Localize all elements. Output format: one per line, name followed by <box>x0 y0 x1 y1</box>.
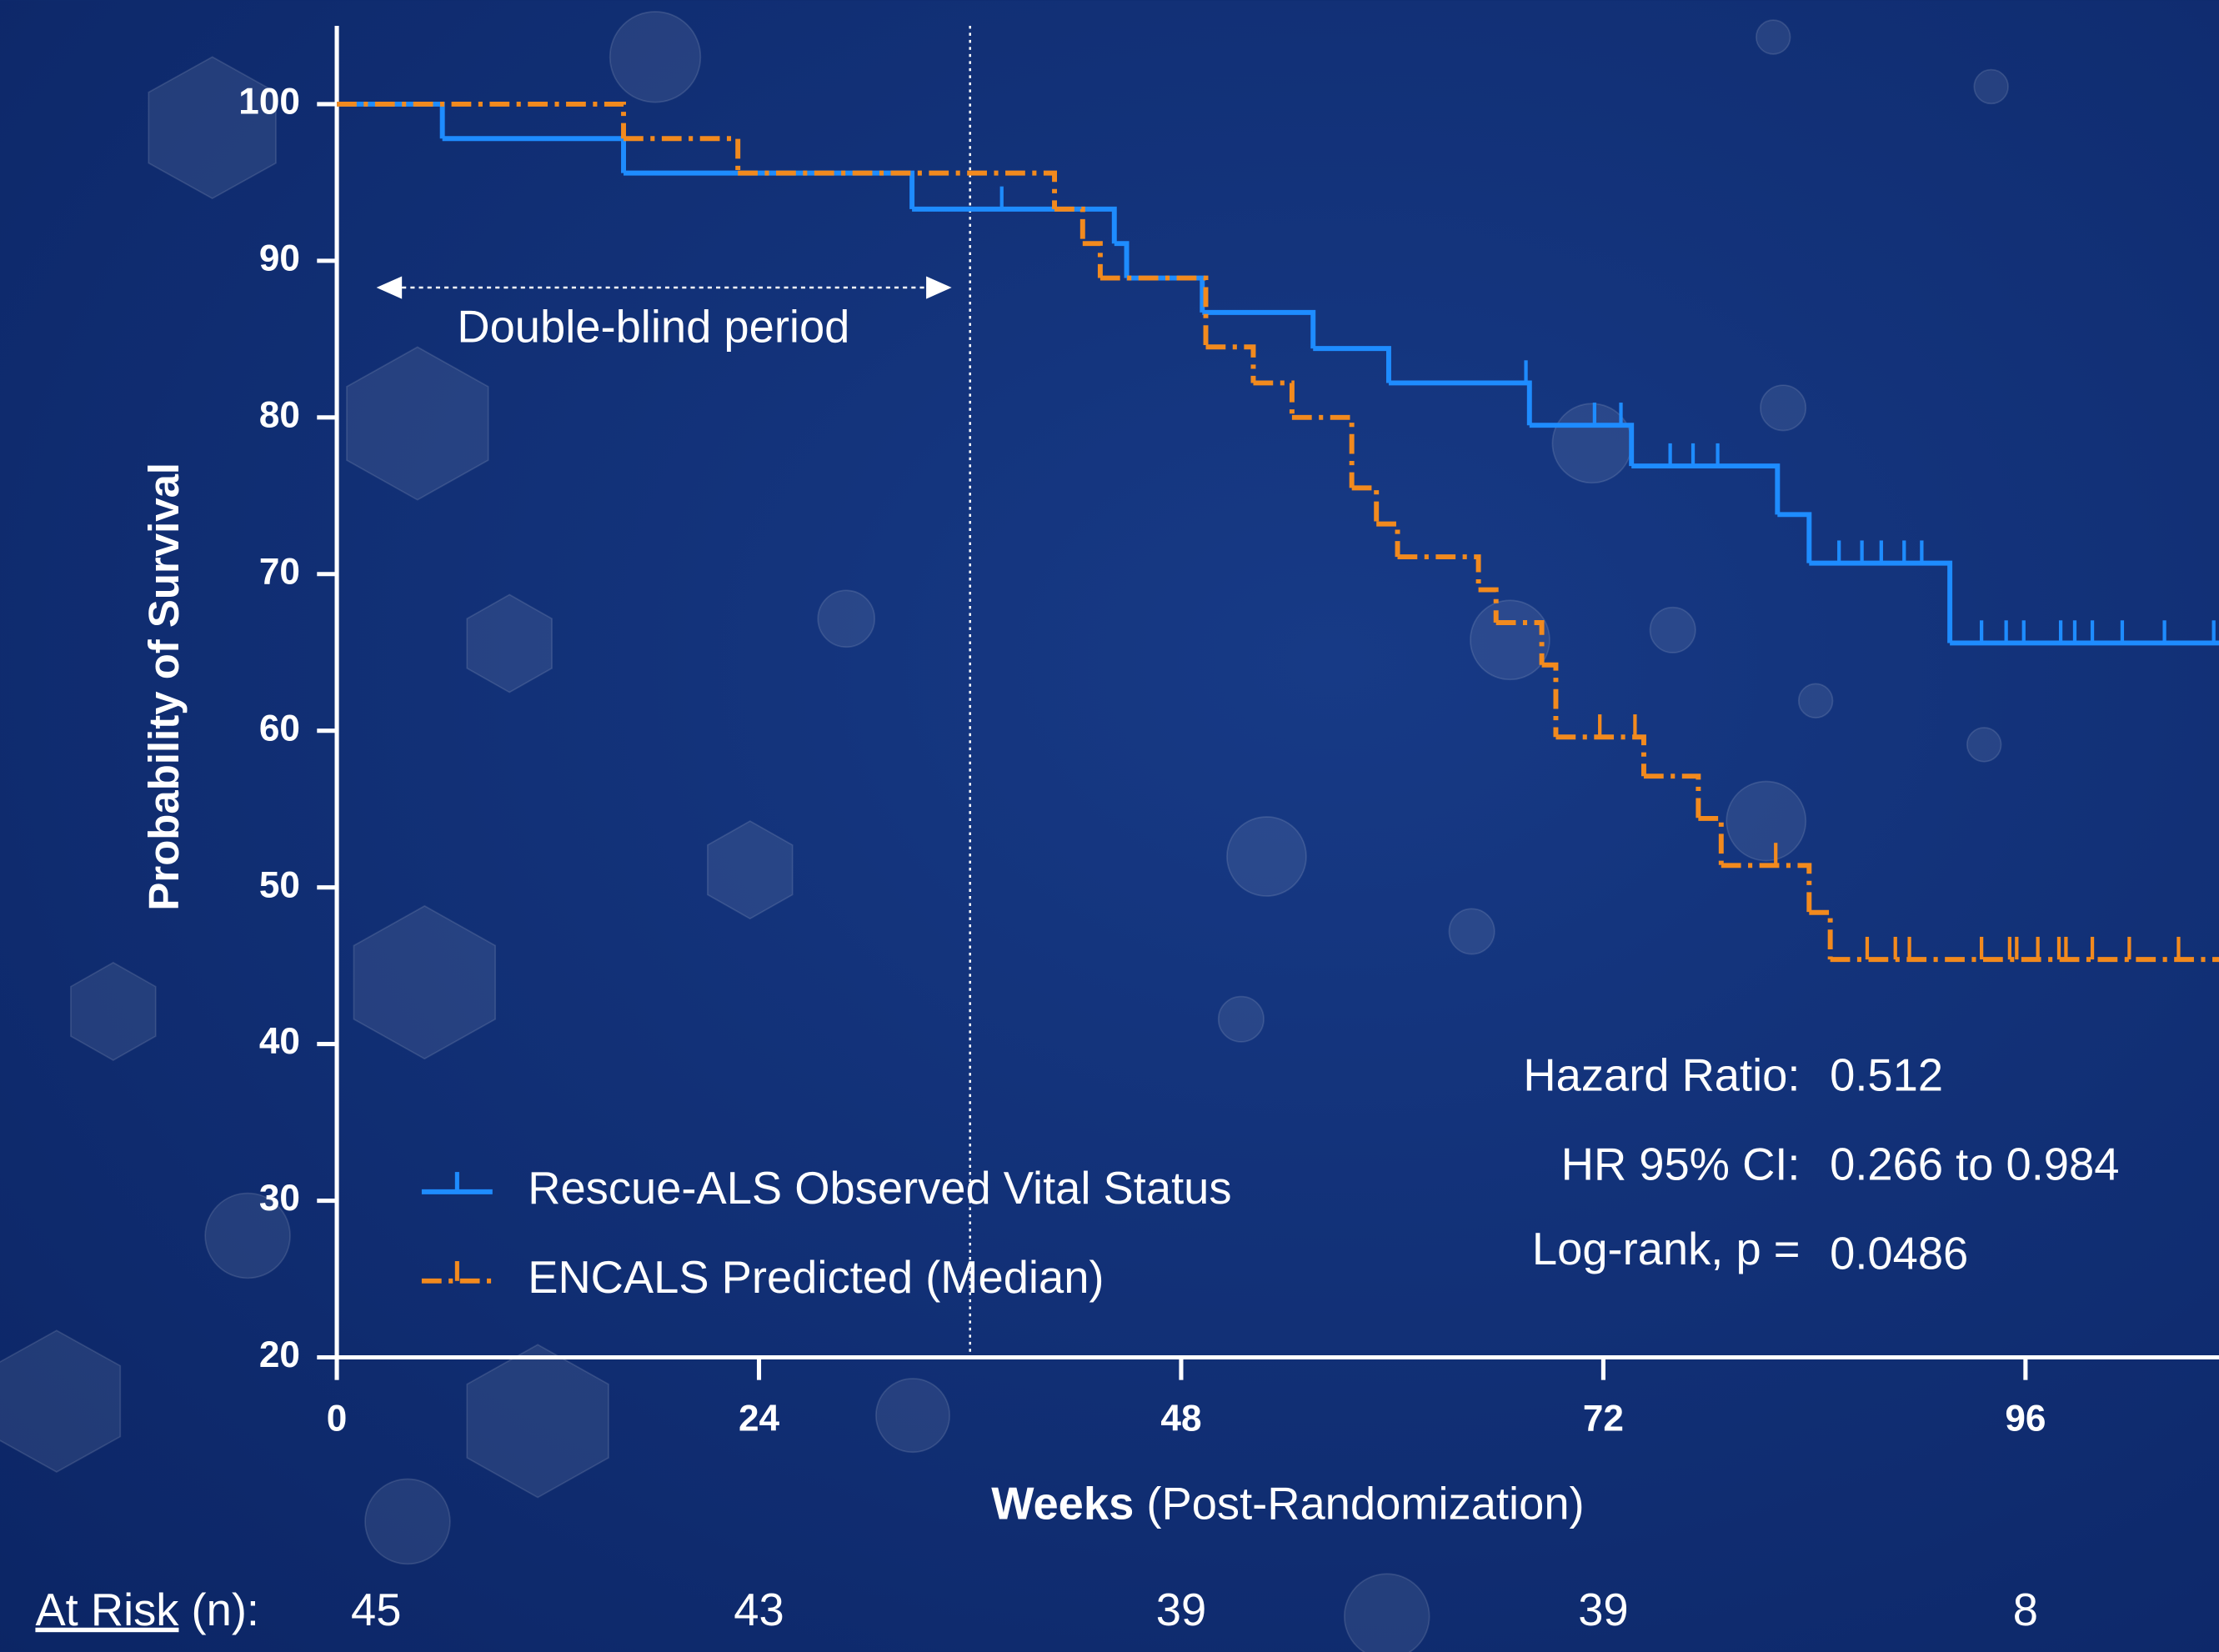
survival-step <box>1777 512 1812 563</box>
survival-step <box>1631 463 1781 515</box>
y-tick-label: 90 <box>259 238 300 279</box>
survival-step <box>1099 275 1209 348</box>
survival-step <box>1643 773 1701 818</box>
stat-label: Hazard Ratio: <box>1523 1049 1800 1100</box>
period-arrowhead <box>926 276 952 299</box>
x-tick-label: 0 <box>327 1399 348 1439</box>
survival-step <box>1054 206 1085 244</box>
at-risk-label: At Risk (n): <box>35 1584 259 1635</box>
x-tick-label: 48 <box>1160 1399 1201 1439</box>
stat-value: 0.0486 <box>1830 1228 1968 1279</box>
survival-step <box>1529 423 1635 467</box>
x-tick-label: 72 <box>1583 1399 1624 1439</box>
y-tick-label: 60 <box>259 708 300 748</box>
stat-value: 0.266 to 0.984 <box>1830 1139 2119 1189</box>
at-risk-count: 39 <box>1156 1584 1206 1635</box>
stat-label: Log-rank, p = <box>1532 1224 1801 1274</box>
survival-step <box>1397 554 1481 590</box>
at-risk-unit: (n): <box>192 1584 259 1635</box>
at-risk-count: 8 <box>2013 1584 2038 1635</box>
y-tick-label: 70 <box>259 551 300 592</box>
stat-label: HR 95% CI: <box>1561 1139 1801 1189</box>
y-tick-label: 40 <box>259 1021 300 1062</box>
y-tick-label: 30 <box>259 1178 300 1219</box>
survival-step <box>1205 344 1256 383</box>
x-tick-label: 96 <box>2005 1399 2046 1439</box>
survival-step <box>1809 909 1833 960</box>
survival-step <box>912 206 1117 244</box>
at-risk-title: At Risk <box>35 1584 179 1635</box>
x-axis-label-bold: Weeks <box>991 1479 1134 1529</box>
survival-step <box>1809 560 1953 643</box>
survival-step <box>1114 241 1130 278</box>
stat-value: 0.512 <box>1830 1049 1943 1100</box>
survival-step <box>1698 815 1724 866</box>
survival-step <box>337 101 626 139</box>
x-tick-label: 24 <box>739 1399 780 1439</box>
survival-step <box>1082 241 1103 278</box>
survival-step <box>738 170 1057 209</box>
survival-step <box>1388 380 1532 426</box>
survival-step <box>1376 521 1400 558</box>
survival-step <box>1202 309 1316 349</box>
legend-label: Rescue-ALS Observed Vital Status <box>528 1163 1231 1214</box>
legend-label: ENCALS Predicted (Median) <box>528 1252 1104 1303</box>
survival-step <box>1541 662 1559 738</box>
survival-step <box>1721 863 1812 913</box>
survival-step <box>1478 587 1499 623</box>
at-risk-count: 45 <box>351 1584 401 1635</box>
survival-step <box>1555 734 1646 777</box>
y-axis-label: Probability of Survival <box>140 463 188 911</box>
x-axis-label: Weeks (Post-Randomization) <box>991 1479 1584 1529</box>
at-risk-count: 43 <box>734 1584 784 1635</box>
y-tick-label: 50 <box>259 864 300 905</box>
survival-step <box>1313 346 1391 383</box>
survival-step <box>1291 414 1355 488</box>
y-tick-label: 80 <box>259 394 300 435</box>
y-tick-label: 20 <box>259 1334 300 1375</box>
survival-step <box>624 170 915 209</box>
x-axis-label-rest: (Post-Randomization) <box>1146 1479 1584 1529</box>
y-tick-label: 100 <box>238 82 300 123</box>
survival-step <box>1351 485 1380 524</box>
survival-step <box>1253 380 1295 418</box>
at-risk-count: 39 <box>1578 1584 1628 1635</box>
period-label: Double-blind period <box>457 301 849 352</box>
survival-step <box>1495 620 1545 665</box>
period-arrowhead <box>376 276 403 299</box>
